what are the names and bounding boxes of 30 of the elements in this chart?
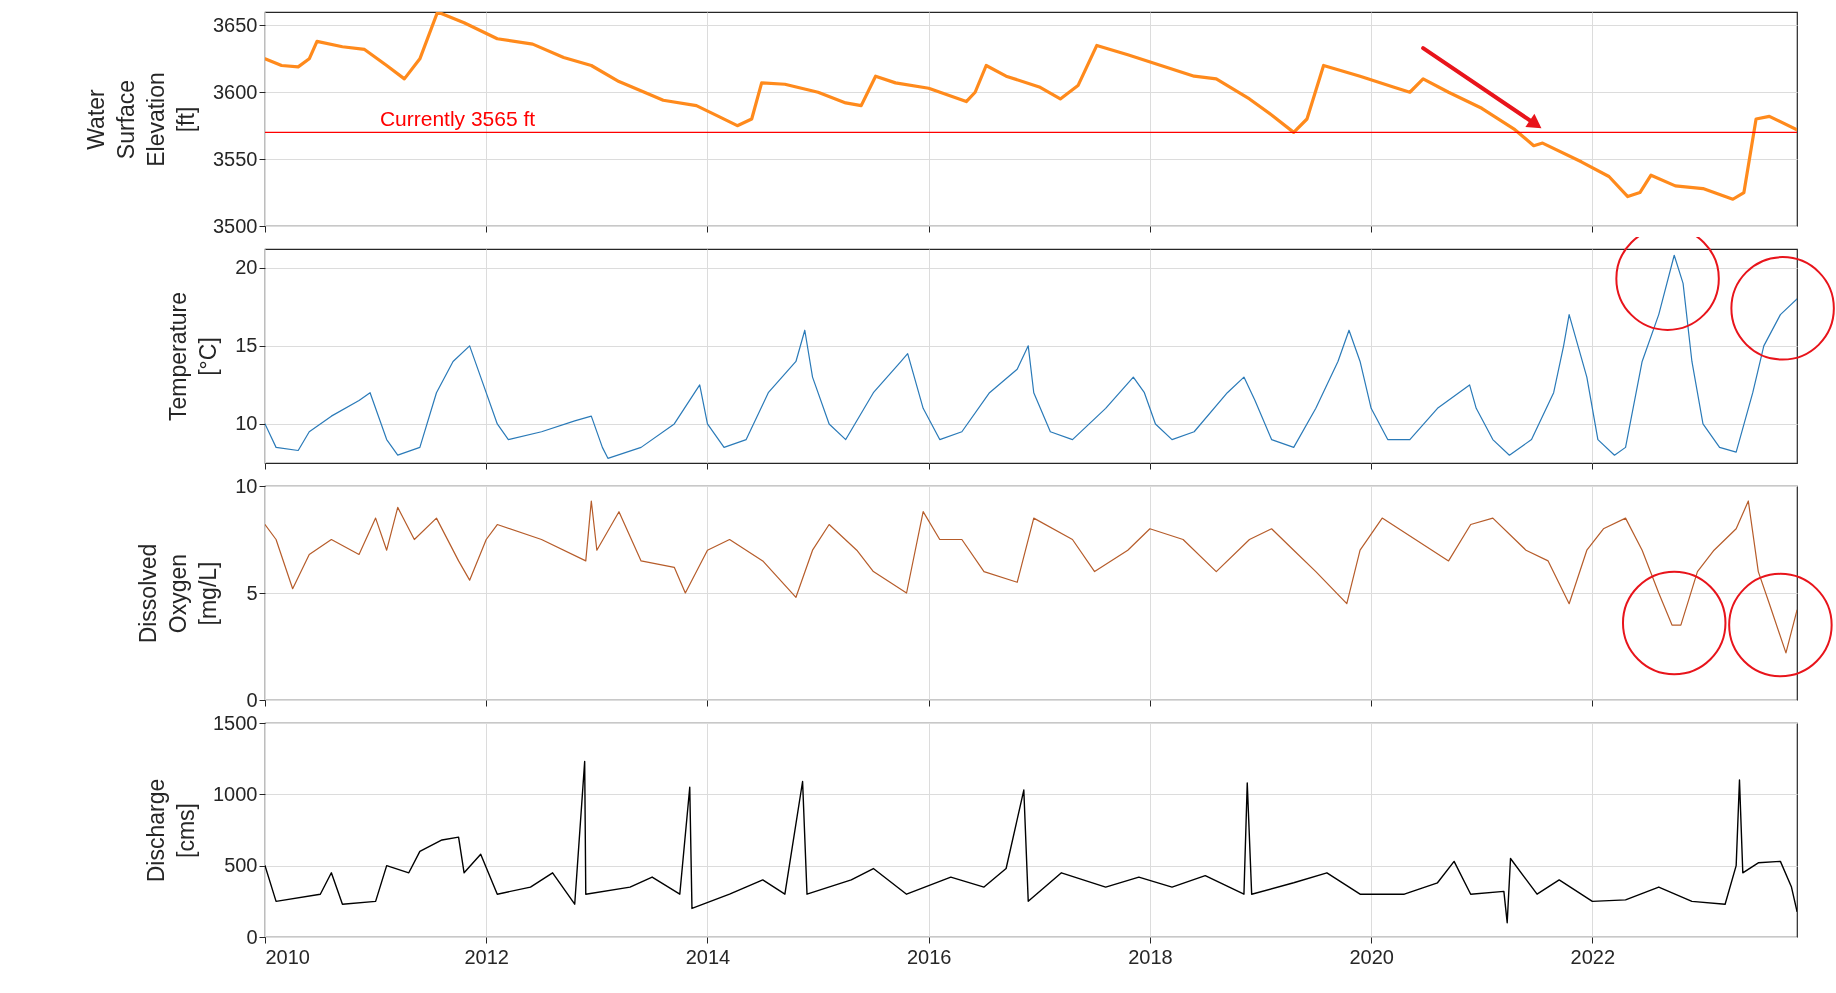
line-series xyxy=(265,254,1797,459)
x-tick-label: 2010 xyxy=(265,945,310,968)
y-axis-title: Temperature [°C] xyxy=(165,291,222,422)
y-tick-label: 3550 xyxy=(213,147,258,170)
y-axis-title: Dissolved Oxygen [mg/L] xyxy=(135,543,222,644)
y-tick-label: 0 xyxy=(246,925,258,948)
line-series xyxy=(265,500,1797,654)
x-tick-label: 2022 xyxy=(1570,945,1616,968)
y-tick-label: 0 xyxy=(246,688,258,711)
y-tick-label: 3500 xyxy=(213,214,258,237)
x-tick-label: 2012 xyxy=(464,945,509,968)
line-series xyxy=(265,12,1797,201)
y-tick-label: 1000 xyxy=(213,782,258,805)
ref-line-label: Currently 3565 ft xyxy=(379,107,536,131)
y-tick-label: 20 xyxy=(235,256,258,279)
x-tick-label: 2018 xyxy=(1128,945,1173,968)
y-tick-label: 5 xyxy=(246,581,258,604)
x-tick-label: 2014 xyxy=(685,945,731,968)
line-series xyxy=(265,760,1797,924)
y-tick-label: 1500 xyxy=(213,711,258,734)
y-tick-label: 3600 xyxy=(213,80,258,103)
y-tick-label: 15 xyxy=(235,334,258,357)
y-tick-label: 3650 xyxy=(213,13,258,36)
y-tick-label: 10 xyxy=(235,474,258,497)
y-axis-title: Discharge [cms] xyxy=(143,778,200,883)
x-tick-label: 2016 xyxy=(906,945,952,968)
y-tick-label: 10 xyxy=(235,412,258,435)
y-axis-title: Water Surface Elevation [ft] xyxy=(83,72,200,167)
x-tick-label: 2020 xyxy=(1349,945,1394,968)
y-tick-label: 500 xyxy=(224,854,258,877)
